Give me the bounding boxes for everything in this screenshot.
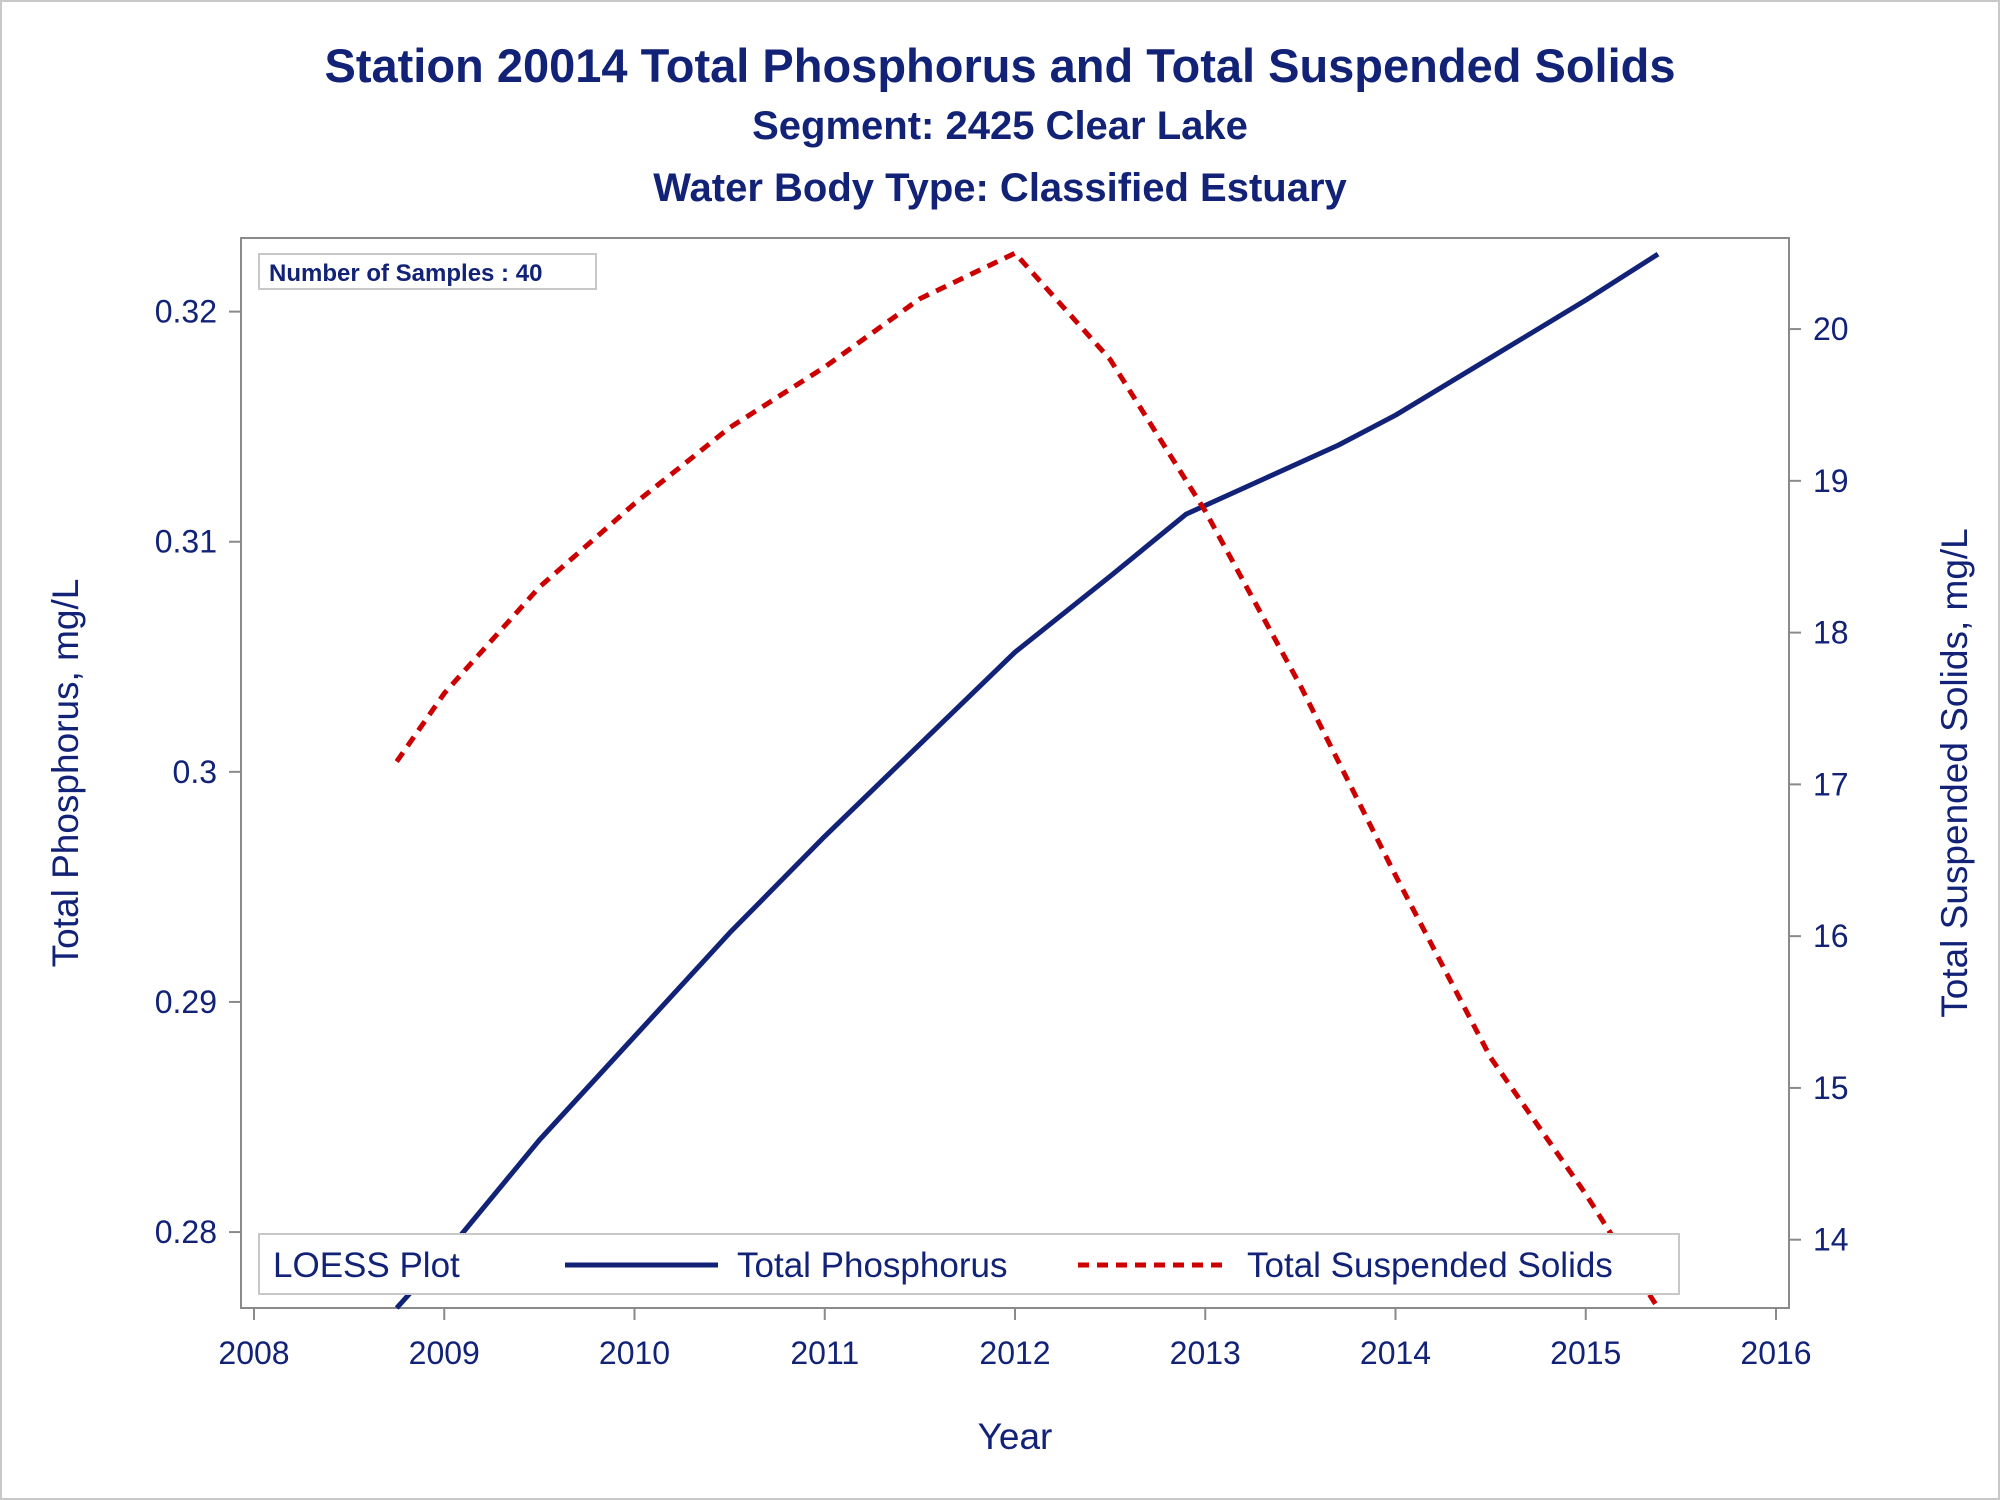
x-axis-label: Year [978, 1416, 1053, 1457]
chart-subtitle: Segment: 2425 Clear Lake [752, 104, 1248, 148]
chart-subtitle-2: Water Body Type: Classified Estuary [653, 166, 1347, 210]
y2-tick-label-0: 14 [1813, 1222, 1849, 1258]
x-tick-label-4: 2012 [979, 1335, 1050, 1371]
y2-tick-label-1: 15 [1813, 1070, 1849, 1106]
y-axis-label: Total Phosphorus, mg/L [45, 579, 86, 968]
x-tick-label-5: 2013 [1170, 1335, 1241, 1371]
y2-tick-label-5: 19 [1813, 463, 1849, 499]
series-layer [394, 250, 1661, 1310]
y2-axis-label: Total Suspended Solids, mg/L [1934, 528, 1975, 1018]
inset-box [258, 253, 597, 290]
x-tick-label-1: 2009 [409, 1335, 480, 1371]
inset-text: Number of Samples : 40 [269, 260, 542, 287]
y2-tick-label-6: 20 [1813, 311, 1849, 347]
y2-tick-label-3: 17 [1813, 766, 1849, 802]
legend-box [258, 1233, 1680, 1295]
plot-area-border [240, 237, 1790, 1309]
x-tick-label-7: 2015 [1550, 1335, 1621, 1371]
x-tick-label-3: 2011 [790, 1335, 859, 1371]
legend: LOESS Plot Total Phosphorus Total Suspen… [258, 1233, 1680, 1295]
y-tick-label-3: 0.31 [155, 524, 217, 560]
x-tick-label-0: 2008 [218, 1335, 289, 1371]
series-line-total-phosphorus [394, 251, 1660, 1310]
legend-title: LOESS Plot [273, 1246, 460, 1285]
y-tick-label-4: 0.32 [155, 294, 217, 330]
x-tick-label-2: 2010 [599, 1335, 670, 1371]
axes: 2008 2009 2010 2011 2012 2013 2014 2015 20160.28… [155, 294, 1849, 1371]
y-tick-label-0: 0.28 [155, 1214, 217, 1250]
legend-label-total-suspended-solids: Total Suspended Solids [1247, 1246, 1613, 1285]
y-tick-label-1: 0.29 [155, 984, 217, 1020]
y-tick-label-2: 0.3 [173, 754, 217, 790]
chart-title: Station 20014 Total Phosphorus and Total… [324, 39, 1676, 92]
series-line-total-suspended-solids [394, 250, 1661, 1310]
legend-label-total-phosphorus: Total Phosphorus [737, 1246, 1007, 1285]
x-tick-label-8: 2016 [1740, 1335, 1811, 1371]
x-tick-label-6: 2014 [1360, 1335, 1431, 1371]
y2-tick-label-4: 18 [1813, 615, 1849, 651]
y2-tick-label-2: 16 [1813, 918, 1849, 954]
sample-count-inset: Number of Samples : 40 [258, 253, 597, 290]
